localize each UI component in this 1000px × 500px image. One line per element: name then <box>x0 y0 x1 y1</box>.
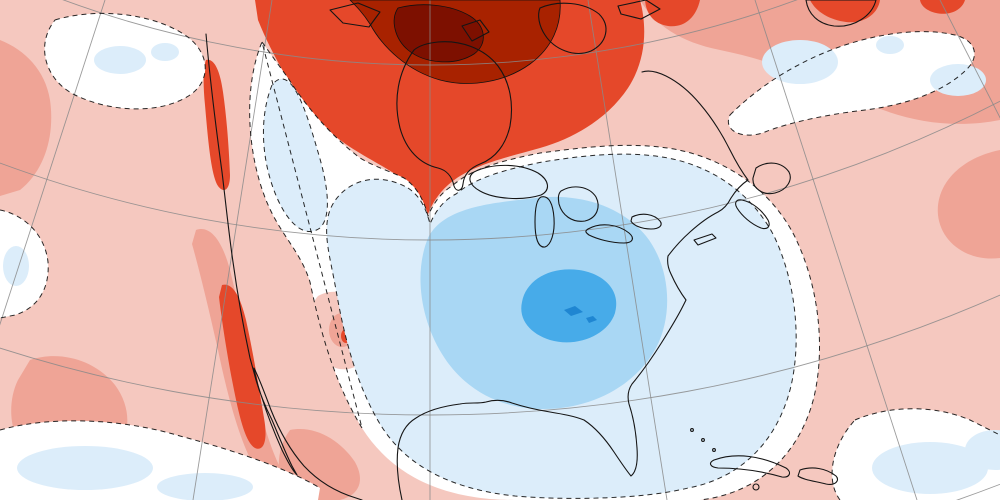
coastline-hudson-bay <box>396 41 513 191</box>
cool1-bc-tongue <box>263 78 328 232</box>
coastline-bahamas-3 <box>712 448 716 452</box>
contour-neutral-central <box>249 40 820 500</box>
cool1-topright-spot-b <box>876 36 904 54</box>
coastline-hispaniola <box>797 467 839 485</box>
coastline-cuba <box>709 455 791 478</box>
meridian-east-2 <box>754 0 918 500</box>
coastline-bahamas-2 <box>701 438 705 442</box>
coastline-lake-huron <box>557 186 599 222</box>
warm3-california-strip <box>219 284 266 449</box>
warm3-topedge-greenland-a <box>810 0 880 23</box>
coastline-arctic-island-2 <box>461 19 490 42</box>
cool3-tennessee-core <box>521 269 617 343</box>
dashed-contours <box>0 12 1000 500</box>
coastline-lake-ontario <box>630 213 662 230</box>
warm3-topedge-greenland-b <box>920 0 965 14</box>
cool1-topright-spot-a <box>762 40 838 84</box>
contour-leftmid-patch <box>0 209 49 319</box>
coastline-pacific-baja <box>205 33 363 500</box>
meridian-east-1 <box>587 0 668 500</box>
coastline-arctic-island-3 <box>617 0 661 20</box>
cool1-bottomleft-spot-b <box>157 473 253 500</box>
coastline-arctic-island-1 <box>329 2 381 28</box>
coastline-nova-scotia <box>735 199 770 230</box>
warm3-bc-coast-strip <box>203 59 230 191</box>
coastline-lake-erie <box>585 224 633 244</box>
cool-level-3-regions <box>521 269 617 343</box>
meridian-west-2 <box>0 0 106 326</box>
cool1-bottomleft-spot-a <box>17 446 153 490</box>
contour-bottomright-patch <box>831 408 1000 500</box>
neutral-top-right-band <box>728 31 975 136</box>
warm2-left-edge <box>0 40 52 196</box>
contour-topright-band <box>727 31 975 136</box>
warm2-right-edge-blob <box>937 150 1000 259</box>
coastline-jamaica <box>752 483 760 491</box>
solid-contours <box>349 0 561 84</box>
contour-cool-main <box>326 153 797 499</box>
coastline-greenland-tip <box>805 0 877 27</box>
coastline-lake-superior <box>469 164 548 199</box>
meridian-east-3 <box>939 0 1000 119</box>
cool1-topleft-spot-b <box>151 43 179 61</box>
coastline-baffin-island <box>538 2 607 54</box>
meridian-west-1 <box>192 0 273 500</box>
cool-level-4-regions <box>564 306 597 323</box>
cool4-speck-b <box>586 316 597 323</box>
cool4-speck-a <box>564 306 583 316</box>
cool1-leftmid-spot <box>3 246 29 286</box>
warm-level-3-regions <box>203 0 965 449</box>
coastline-bahamas-1 <box>690 428 694 432</box>
contour-warm4-core <box>349 0 561 84</box>
coastline-gulf-atlantic <box>396 70 749 500</box>
warm3-canada-main <box>255 0 645 214</box>
contour-bc-tongue <box>262 78 328 232</box>
coastline-newfoundland <box>752 162 791 195</box>
coastlines <box>205 0 877 500</box>
contour-bottomleft-band <box>0 420 321 489</box>
coastline-long-island <box>693 233 717 246</box>
coastline-lake-michigan <box>534 196 555 248</box>
cool1-bottomright-spot-a <box>872 442 988 494</box>
cool1-topright-spot-c <box>930 64 986 96</box>
cool1-bottomright-spot-b <box>965 430 1000 470</box>
contour-topleft-patch <box>44 12 206 110</box>
warm3-topedge-east <box>645 0 700 27</box>
contour-warm5-core <box>393 4 484 63</box>
cool1-topleft-spot-a <box>94 46 146 74</box>
